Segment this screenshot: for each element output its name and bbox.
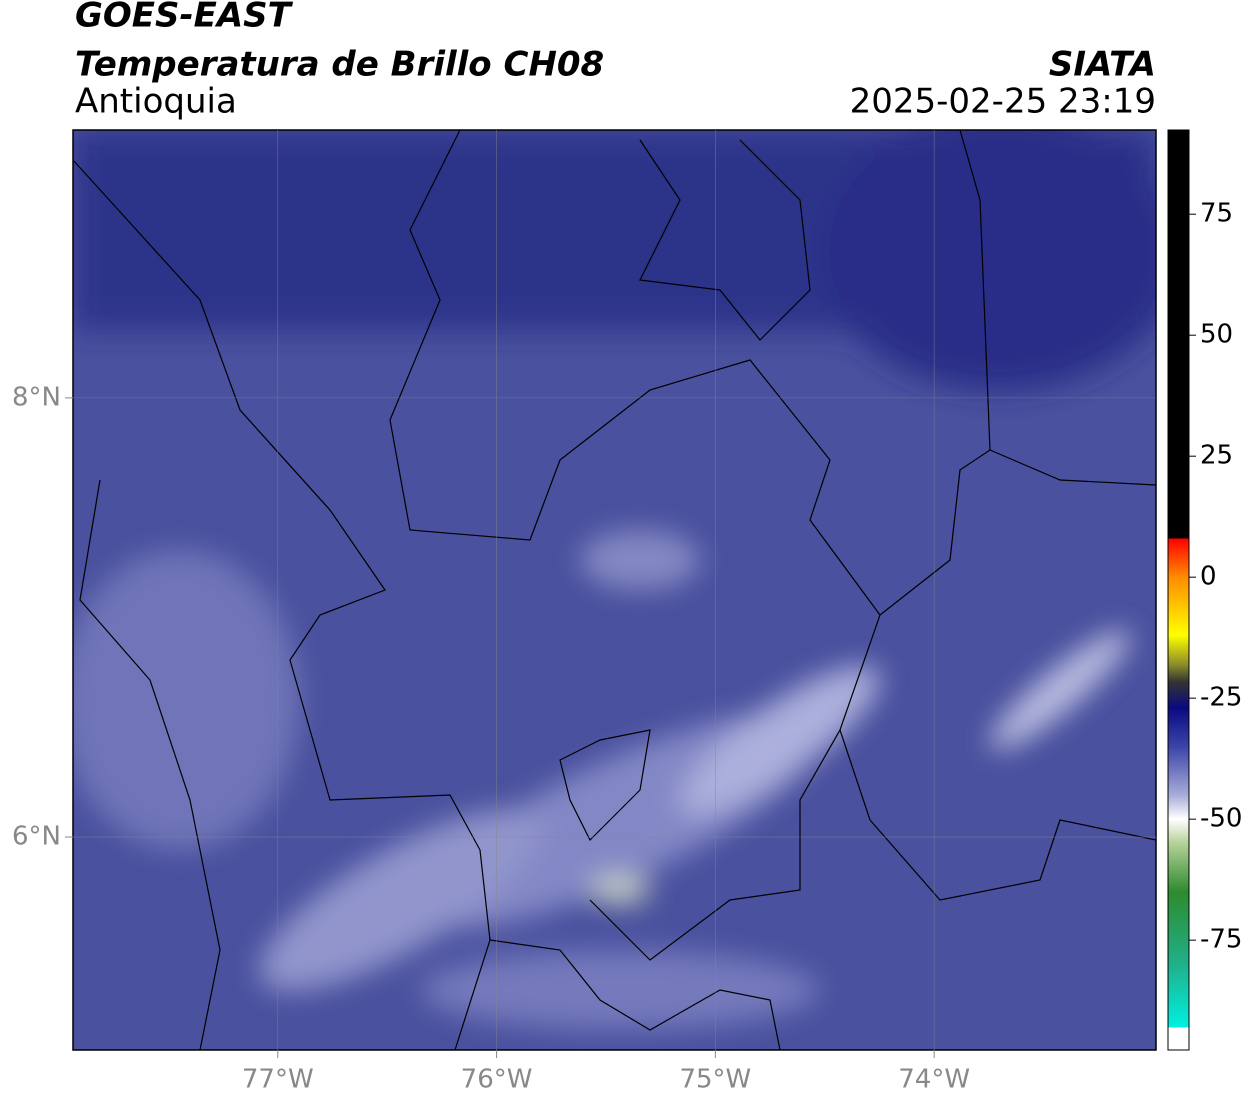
colorbar: [1167, 129, 1190, 1051]
x-tick-label: 74°W: [898, 1065, 970, 1095]
colorbar-tick-label: 50: [1200, 320, 1233, 350]
region: Antioquia: [75, 82, 237, 122]
x-tick-label: 77°W: [242, 1065, 314, 1095]
title: GOES-EAST: [75, 0, 294, 36]
map-image: [73, 130, 1156, 1050]
subtitle: Temperatura de Brillo CH08: [75, 45, 604, 85]
colorbar-tick-label: -50: [1200, 804, 1242, 834]
datetime: 2025-02-25 23:19: [850, 82, 1156, 122]
colorbar-tick-label: 75: [1200, 199, 1233, 229]
y-tick-label: 6°N: [12, 822, 61, 852]
colorbar-tick-label: 25: [1200, 441, 1233, 471]
x-tick-label: 75°W: [679, 1065, 751, 1095]
colorbar-tick-label: -25: [1200, 683, 1242, 713]
colorbar-tick-label: 0: [1200, 562, 1217, 592]
map-frame: [72, 129, 1157, 1051]
y-tick-label: 8°N: [12, 382, 61, 412]
colorbar-tick-label: -75: [1200, 925, 1242, 955]
source: SIATA: [1049, 45, 1156, 85]
x-tick-label: 76°W: [461, 1065, 533, 1095]
